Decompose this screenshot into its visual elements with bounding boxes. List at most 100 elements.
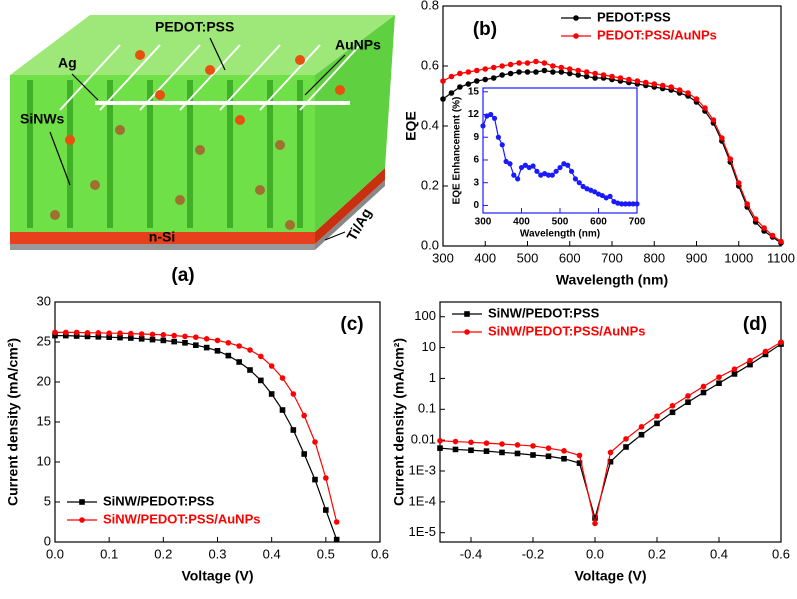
data-point: [452, 438, 459, 445]
n-si-side: [315, 168, 385, 244]
data-point: [719, 135, 725, 141]
data-point: [659, 82, 666, 89]
data-point: [323, 507, 329, 513]
data-point: [507, 61, 514, 68]
y-tick-label: 0.8: [421, 0, 439, 12]
data-point: [716, 374, 722, 380]
series-line: [55, 335, 338, 540]
data-point: [727, 156, 734, 162]
data-point: [171, 338, 177, 345]
y-tick-label: 20: [37, 373, 51, 388]
ag-grid: [59, 44, 361, 111]
data-point: [268, 391, 275, 397]
device-schematic: Ag PEDOT:PSS AuNPs SiNWs n-Si Ti/Ag (a): [10, 15, 395, 286]
data-point: [617, 75, 624, 81]
data-point: [530, 452, 536, 458]
panel-label: (c): [340, 314, 363, 335]
y-tick-label: 0.0: [421, 237, 439, 252]
data-point: [507, 161, 513, 167]
y-tick-label: 10: [422, 339, 436, 354]
data-point: [106, 334, 112, 340]
data-point: [592, 75, 598, 81]
data-point: [599, 192, 605, 199]
data-point: [503, 158, 509, 165]
x-tick-label: 1000: [724, 250, 753, 265]
y-tick-label: 1E-3: [409, 462, 436, 477]
data-point: [279, 375, 286, 381]
data-point: [236, 343, 242, 349]
legend-label: SiNW/PEDOT:PSS/AuNPs: [488, 323, 645, 338]
data-point: [566, 66, 573, 72]
data-point: [440, 78, 446, 84]
inset-background: [483, 88, 637, 213]
n-si-layer: [10, 232, 315, 244]
x-tick-label: 0.4: [710, 546, 728, 561]
data-point: [452, 446, 459, 453]
data-point: [258, 353, 264, 360]
data-point: [622, 201, 629, 207]
data-point: [576, 460, 583, 466]
data-point: [580, 183, 586, 190]
data-point: [592, 515, 598, 521]
data-point: [607, 193, 613, 199]
data-point: [619, 201, 625, 207]
x-tick-label: 500: [552, 217, 569, 228]
data-point: [515, 176, 521, 182]
y-tick-label: 0.4: [421, 117, 439, 132]
data-point: [550, 69, 556, 75]
pedot-label: PEDOT:PSS: [155, 19, 234, 35]
data-point: [592, 70, 598, 77]
x-axis-title: Wavelength (nm): [520, 229, 600, 240]
data-point: [499, 63, 505, 69]
data-point: [545, 453, 552, 460]
data-point: [499, 441, 505, 447]
legend-label: SiNW/PEDOT:PSS/AuNPs: [103, 511, 260, 526]
data-point: [583, 69, 590, 75]
ag-label: Ag: [58, 55, 77, 71]
data-point: [312, 476, 318, 483]
y-tick-label: 0.1: [418, 401, 436, 416]
x-tick-label: 0.4: [263, 546, 281, 561]
data-point: [290, 391, 297, 397]
x-tick-label: 300: [432, 250, 454, 265]
x-tick-label: 0.3: [208, 546, 226, 561]
data-point: [268, 363, 275, 369]
data-point: [448, 73, 455, 80]
data-point: [534, 168, 540, 174]
data-point: [607, 449, 614, 456]
data-point: [312, 439, 318, 445]
data-point: [437, 445, 443, 451]
data-point: [483, 448, 490, 454]
legend-label: PEDOT:PSS: [597, 9, 671, 24]
data-point: [762, 351, 769, 358]
legend-marker: [79, 517, 85, 523]
y-tick-label: 12: [468, 109, 480, 120]
y-axis-title: EQE Enhancement (%): [452, 97, 463, 205]
legend-label: SiNW/PEDOT:PSS: [103, 493, 215, 508]
data-point: [488, 111, 494, 118]
data-point: [576, 180, 582, 186]
data-point: [669, 402, 676, 409]
data-point: [575, 67, 581, 74]
nsi-label: n-Si: [149, 229, 175, 245]
data-point: [533, 69, 539, 75]
panel-label: (b): [473, 19, 497, 40]
x-tick-label: 600: [590, 217, 607, 228]
plot-frame: [439, 301, 782, 543]
y-tick-label: 6: [473, 155, 479, 166]
data-point: [541, 67, 548, 74]
data-point: [84, 333, 91, 340]
data-point: [247, 367, 253, 373]
data-point: [693, 96, 700, 102]
legend-marker: [573, 33, 579, 39]
series-line: [439, 343, 782, 521]
data-point: [95, 330, 102, 336]
data-point: [203, 344, 210, 351]
data-point: [457, 70, 463, 77]
data-point: [193, 342, 199, 348]
data-point: [323, 475, 329, 481]
legend-label: PEDOT:PSS/AuNPs: [597, 27, 717, 42]
x-tick-label: 0.6: [371, 546, 389, 561]
data-point: [214, 337, 221, 344]
data-point: [568, 168, 575, 174]
